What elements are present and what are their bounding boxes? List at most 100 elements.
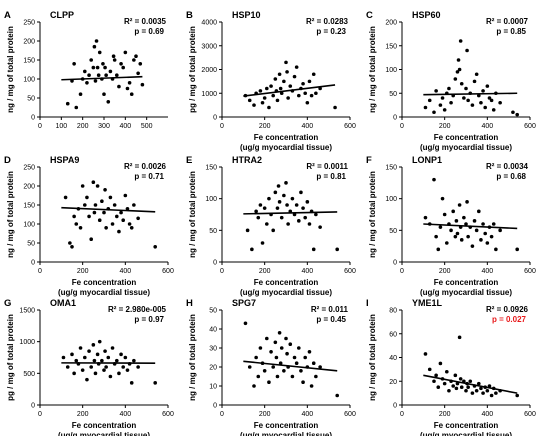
x-tick-label: 600 — [344, 123, 356, 130]
data-point — [459, 385, 464, 389]
data-point — [279, 91, 284, 96]
data-point — [247, 365, 252, 369]
data-point — [269, 84, 273, 88]
data-point — [275, 206, 280, 210]
chart-title: HSP60 — [412, 10, 441, 20]
data-point — [457, 67, 462, 72]
data-point — [470, 103, 475, 107]
data-point — [106, 355, 111, 360]
data-point — [72, 371, 76, 376]
data-point — [101, 62, 105, 66]
data-point — [436, 385, 441, 389]
y-tick-label: 100 — [385, 196, 397, 203]
data-point — [92, 358, 97, 363]
data-point — [515, 247, 519, 252]
y-tick-label: 4000 — [201, 20, 217, 27]
x-tick-label: 200 — [439, 123, 451, 130]
data-point — [494, 391, 498, 395]
data-point — [318, 225, 322, 229]
data-point — [472, 79, 477, 84]
regression-line — [61, 206, 156, 213]
data-point — [267, 105, 271, 110]
y-tick-label: 100 — [23, 222, 35, 229]
data-point — [297, 346, 301, 350]
x-tick-label: 200 — [77, 268, 89, 275]
y-tick-label: 200 — [23, 39, 35, 46]
data-point — [292, 355, 297, 360]
data-point — [445, 369, 449, 374]
y-tick-label: 50 — [27, 241, 35, 248]
r-squared: R² = 0.011 — [311, 305, 349, 314]
data-point — [87, 349, 91, 353]
data-point — [125, 207, 130, 211]
data-point — [465, 48, 469, 53]
data-point — [153, 245, 157, 249]
data-point — [74, 222, 79, 226]
y-tick-label: 0 — [31, 115, 35, 122]
panel-letter: E — [186, 155, 192, 166]
data-point — [481, 391, 485, 395]
data-point — [451, 209, 456, 214]
y-tick-label: 100 — [205, 196, 217, 203]
data-point — [278, 86, 283, 91]
data-point — [457, 203, 462, 207]
data-point — [271, 228, 276, 233]
data-point — [299, 369, 303, 373]
chart-title: YME1L — [412, 298, 443, 308]
data-point — [453, 234, 458, 239]
regression-line — [243, 84, 336, 97]
x-tick-label: 400 — [301, 411, 313, 418]
data-point — [297, 93, 301, 98]
data-point — [318, 365, 322, 369]
data-point — [89, 58, 93, 62]
x-tick-label: 400 — [119, 123, 131, 130]
panel-letter: H — [186, 298, 193, 309]
data-point — [483, 105, 488, 110]
y-tick-label: 200 — [385, 20, 397, 27]
data-point — [442, 108, 447, 112]
data-point — [112, 58, 117, 62]
y-tick-label: 60 — [389, 331, 397, 338]
data-point — [95, 352, 100, 357]
data-point — [250, 247, 254, 252]
x-tick-label: 400 — [301, 268, 313, 275]
data-point — [103, 65, 107, 70]
data-point — [436, 247, 441, 252]
data-point — [489, 393, 494, 398]
data-point — [74, 358, 79, 363]
data-point — [265, 222, 269, 226]
x-tick-label: 500 — [141, 123, 153, 130]
p-value: p = 0.85 — [496, 27, 526, 36]
chart-hsp10: B HSP10 0 1000 2000 3000 4000 0 200 400 600 pg / mg… — [186, 10, 356, 152]
data-point — [301, 206, 305, 210]
data-point — [314, 374, 318, 379]
data-point — [115, 73, 119, 77]
data-point — [95, 65, 100, 70]
x-tick-label: 0 — [38, 411, 42, 418]
x-axis-label-units: (ug/g myocardial tissue) — [240, 143, 332, 152]
data-point — [63, 195, 68, 200]
panel-letter: C — [366, 10, 373, 21]
data-point — [489, 234, 494, 239]
p-value: p = 0.23 — [316, 27, 346, 36]
data-point — [136, 71, 140, 76]
x-axis-label: Fe concentration — [254, 133, 319, 142]
data-point — [485, 241, 490, 245]
y-tick-label: 0 — [31, 403, 35, 410]
data-point — [94, 39, 99, 43]
chart-yme1l: I YME1L 0 20 40 60 80 0 200 400 600 ng / mg of tota… — [366, 298, 536, 436]
data-point — [305, 200, 310, 204]
data-point — [129, 226, 134, 230]
data-point — [136, 216, 140, 221]
panel-letter: F — [366, 155, 372, 166]
data-point — [136, 365, 140, 369]
data-point — [311, 361, 316, 366]
y-axis-label: ng / mg of total protein — [368, 314, 377, 401]
data-point — [138, 62, 143, 66]
data-point — [125, 368, 130, 372]
y-tick-label: 0 — [393, 403, 397, 410]
y-tick-label: 80 — [389, 308, 397, 315]
x-tick-label: 600 — [344, 411, 356, 418]
p-value: p = 0.45 — [316, 315, 346, 324]
data-point — [70, 245, 74, 249]
